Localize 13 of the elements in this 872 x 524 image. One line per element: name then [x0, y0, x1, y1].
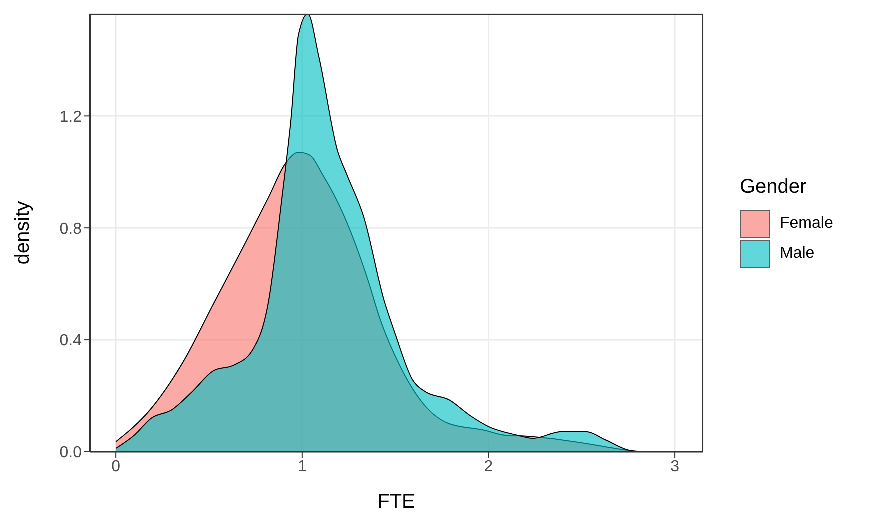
x-tick-label: 3 [670, 458, 680, 476]
x-tick-label: 1 [298, 458, 307, 476]
y-axis-title: density [12, 201, 34, 265]
legend-label: Female [780, 215, 834, 233]
x-tick-label: 2 [484, 458, 494, 476]
y-tick-label: 0.4 [60, 332, 82, 350]
legend-title: Gender [740, 176, 808, 199]
y-tick-label: 0.0 [60, 444, 82, 462]
y-tick-label: 0.8 [60, 220, 82, 238]
x-tick-label: 0 [112, 458, 121, 476]
legend-label: Male [780, 245, 815, 263]
x-axis-title: FTE [378, 491, 416, 513]
y-tick-label: 1.2 [60, 108, 82, 126]
